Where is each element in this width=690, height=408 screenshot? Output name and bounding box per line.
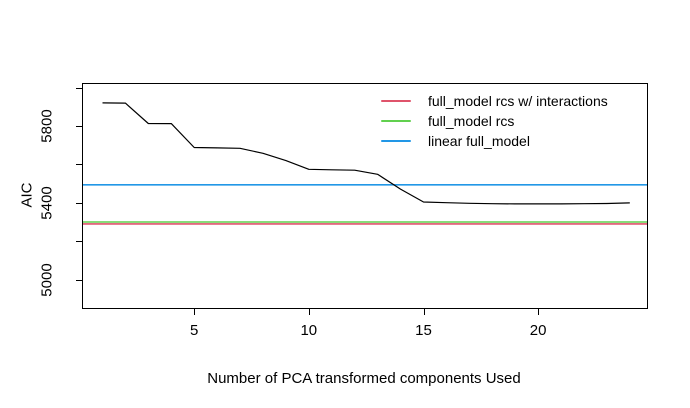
x-tick-label: 20 bbox=[529, 322, 547, 339]
y-tick bbox=[76, 241, 82, 243]
y-tick bbox=[76, 279, 82, 281]
x-axis-title: Number of PCA transformed components Use… bbox=[207, 370, 521, 387]
legend-line-sample-icon bbox=[381, 119, 411, 123]
y-axis-title: AIC bbox=[18, 182, 36, 208]
y-tick bbox=[76, 87, 82, 89]
y-tick bbox=[76, 126, 82, 127]
y-tick bbox=[76, 202, 82, 204]
y-tick bbox=[76, 164, 82, 166]
legend-entry: linear full_model bbox=[381, 131, 608, 151]
legend: full_model rcs w/ interactions full_model… bbox=[381, 91, 608, 151]
x-tick-label: 15 bbox=[415, 322, 432, 339]
x-tick bbox=[538, 309, 540, 315]
legend-line-sample-icon bbox=[381, 139, 411, 143]
legend-label: linear full_model bbox=[428, 133, 530, 149]
y-tick-label: 5800 bbox=[38, 109, 56, 143]
x-tick bbox=[194, 309, 196, 315]
x-tick bbox=[423, 309, 425, 315]
x-tick-label: 10 bbox=[300, 322, 318, 339]
chart-canvas bbox=[83, 102, 647, 225]
legend-label: full_model rcs w/ interactions bbox=[428, 93, 608, 109]
legend-entry: full_model rcs bbox=[381, 111, 608, 131]
plot-area: full_model rcs w/ interactions full_model… bbox=[82, 83, 648, 309]
x-tick bbox=[308, 309, 310, 315]
legend-entry: full_model rcs w/ interactions bbox=[381, 91, 608, 111]
x-tick-label: 5 bbox=[190, 322, 199, 339]
aic-curve bbox=[102, 102, 630, 205]
y-tick-label: 5400 bbox=[38, 186, 56, 220]
legend-line-sample-icon bbox=[381, 99, 411, 103]
y-tick-label: 5000 bbox=[38, 263, 56, 297]
legend-label: full_model rcs bbox=[428, 113, 515, 129]
